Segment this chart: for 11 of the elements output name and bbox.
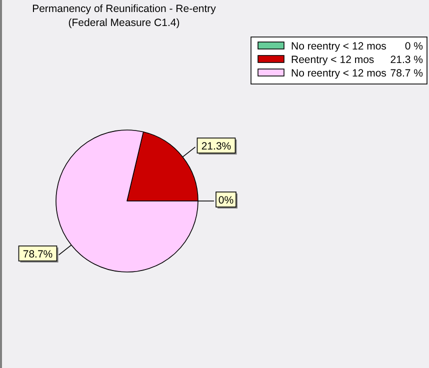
text: 21.3 % bbox=[390, 54, 423, 66]
legend-label: Reentry < 12 mos bbox=[291, 54, 374, 66]
data-label: 21.3% bbox=[201, 140, 232, 153]
chart-title: Permanency of Reunification - Re-entry bbox=[32, 3, 217, 15]
text: 78.7 % bbox=[390, 68, 423, 80]
legend-label: No reentry < 12 mos bbox=[291, 68, 386, 80]
data-label: 78.7% bbox=[22, 248, 53, 260]
chart-subtitle: (Federal Measure C1.4) bbox=[68, 17, 180, 29]
text: 0% bbox=[218, 194, 234, 206]
text: 0 % bbox=[404, 40, 423, 52]
legend-label: No reentry < 12 mos bbox=[291, 40, 386, 52]
